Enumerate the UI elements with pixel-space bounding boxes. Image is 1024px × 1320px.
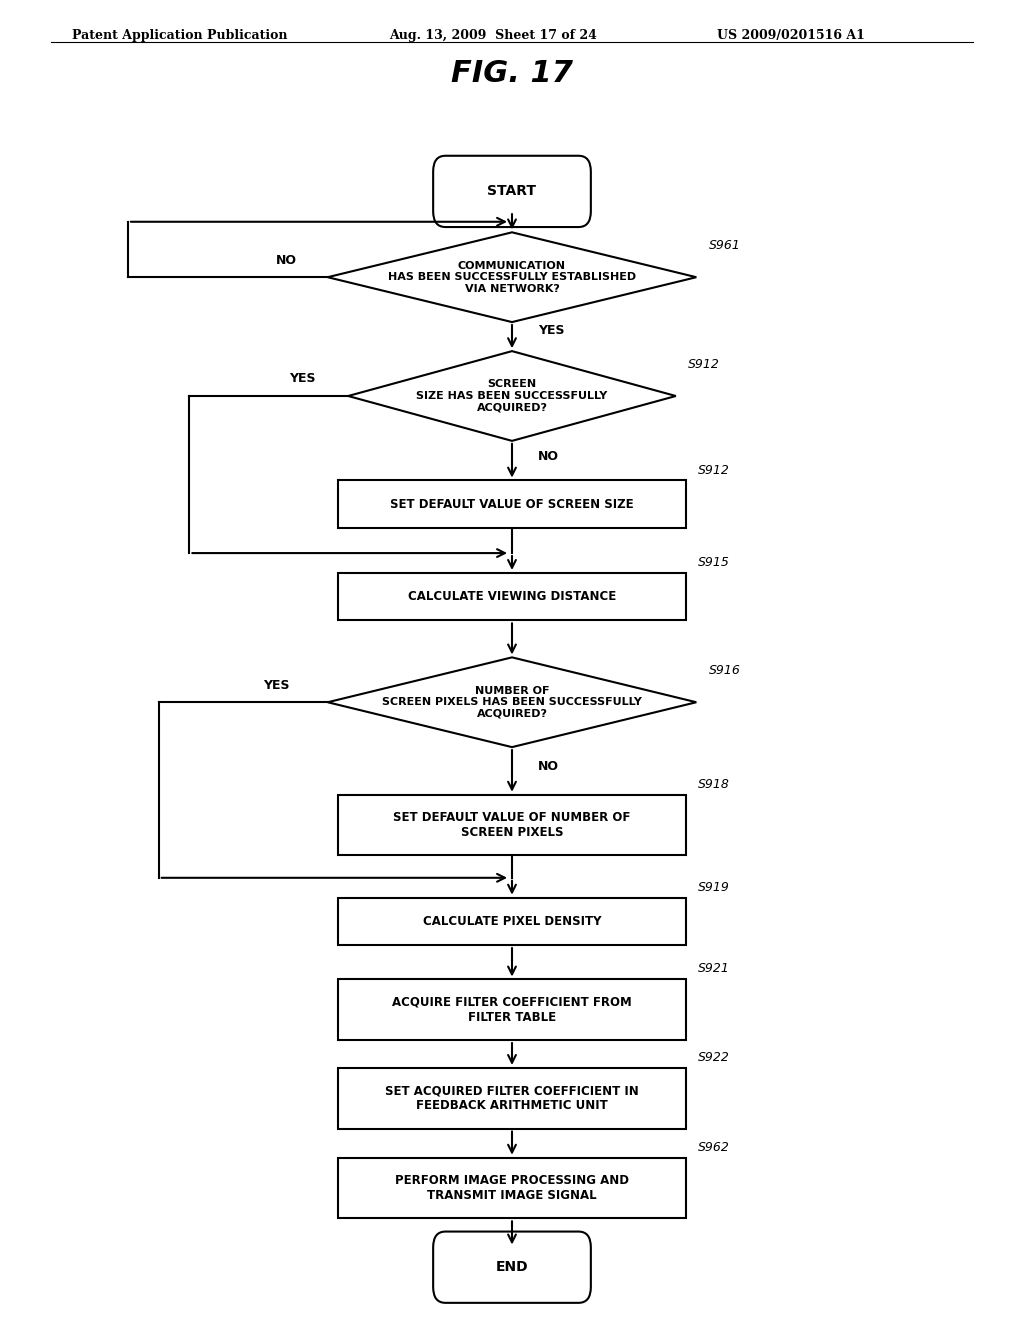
- Text: S962: S962: [698, 1140, 730, 1154]
- Bar: [338, 898, 686, 945]
- Text: YES: YES: [263, 678, 290, 692]
- Text: YES: YES: [289, 372, 315, 385]
- Polygon shape: [328, 657, 696, 747]
- Text: ACQUIRE FILTER COEFFICIENT FROM
FILTER TABLE: ACQUIRE FILTER COEFFICIENT FROM FILTER T…: [392, 995, 632, 1024]
- Bar: [338, 1068, 686, 1129]
- Text: S918: S918: [698, 777, 730, 791]
- Text: CALCULATE PIXEL DENSITY: CALCULATE PIXEL DENSITY: [423, 915, 601, 928]
- Text: SET DEFAULT VALUE OF NUMBER OF
SCREEN PIXELS: SET DEFAULT VALUE OF NUMBER OF SCREEN PI…: [393, 810, 631, 840]
- Text: SCREEN
SIZE HAS BEEN SUCCESSFULLY
ACQUIRED?: SCREEN SIZE HAS BEEN SUCCESSFULLY ACQUIR…: [417, 379, 607, 413]
- Text: PERFORM IMAGE PROCESSING AND
TRANSMIT IMAGE SIGNAL: PERFORM IMAGE PROCESSING AND TRANSMIT IM…: [395, 1173, 629, 1203]
- Text: S961: S961: [709, 239, 740, 252]
- Text: YES: YES: [538, 323, 564, 337]
- Text: COMMUNICATION
HAS BEEN SUCCESSFULLY ESTABLISHED
VIA NETWORK?: COMMUNICATION HAS BEEN SUCCESSFULLY ESTA…: [388, 260, 636, 294]
- Bar: [338, 1158, 686, 1218]
- Bar: [338, 480, 686, 528]
- Text: S915: S915: [698, 556, 730, 569]
- Text: SET ACQUIRED FILTER COEFFICIENT IN
FEEDBACK ARITHMETIC UNIT: SET ACQUIRED FILTER COEFFICIENT IN FEEDB…: [385, 1084, 639, 1113]
- Text: SET DEFAULT VALUE OF SCREEN SIZE: SET DEFAULT VALUE OF SCREEN SIZE: [390, 498, 634, 511]
- Text: START: START: [487, 185, 537, 198]
- Text: Patent Application Publication: Patent Application Publication: [72, 29, 287, 42]
- Text: S916: S916: [709, 664, 740, 677]
- Text: S912: S912: [688, 358, 720, 371]
- Polygon shape: [328, 232, 696, 322]
- Text: CALCULATE VIEWING DISTANCE: CALCULATE VIEWING DISTANCE: [408, 590, 616, 603]
- Polygon shape: [348, 351, 676, 441]
- Bar: [338, 795, 686, 855]
- Text: FIG. 17: FIG. 17: [451, 59, 573, 88]
- Text: Aug. 13, 2009  Sheet 17 of 24: Aug. 13, 2009 Sheet 17 of 24: [389, 29, 597, 42]
- Text: NUMBER OF
SCREEN PIXELS HAS BEEN SUCCESSFULLY
ACQUIRED?: NUMBER OF SCREEN PIXELS HAS BEEN SUCCESS…: [382, 685, 642, 719]
- Text: US 2009/0201516 A1: US 2009/0201516 A1: [717, 29, 864, 42]
- Text: NO: NO: [538, 760, 559, 774]
- FancyBboxPatch shape: [433, 1232, 591, 1303]
- FancyBboxPatch shape: [433, 156, 591, 227]
- Text: S922: S922: [698, 1051, 730, 1064]
- Text: NO: NO: [276, 253, 297, 267]
- Bar: [338, 979, 686, 1040]
- Text: END: END: [496, 1261, 528, 1274]
- Text: S912: S912: [698, 463, 730, 477]
- Text: NO: NO: [538, 450, 559, 463]
- Bar: [338, 573, 686, 620]
- Text: S921: S921: [698, 962, 730, 975]
- Text: S919: S919: [698, 880, 730, 894]
